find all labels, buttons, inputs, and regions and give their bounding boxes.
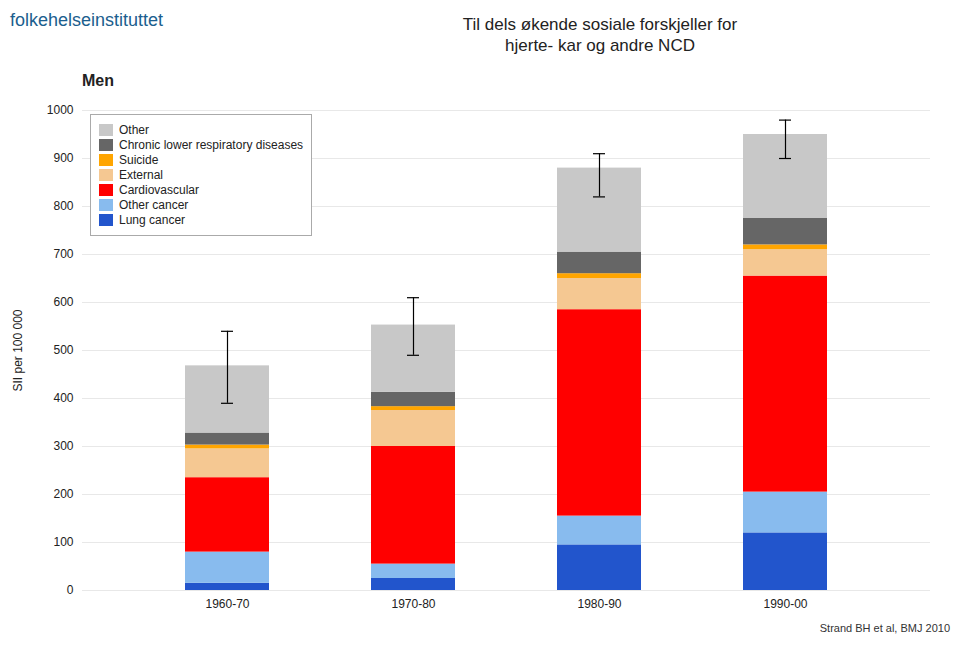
html-text:Suicide: Suicide (119, 153, 159, 167)
svg-text:100: 100 (53, 535, 73, 549)
html-text:Other: Other (119, 123, 149, 137)
html-text:folkehelseinstituttet: folkehelseinstituttet (10, 10, 164, 30)
svg-text:700: 700 (53, 247, 73, 261)
svg-text:1970-80: 1970-80 (391, 597, 435, 611)
svg-text:1980-90: 1980-90 (577, 597, 621, 611)
svg-text:1960-70: 1960-70 (205, 597, 249, 611)
html-text:External: External (119, 168, 163, 182)
html-text:Lung cancer: Lung cancer (119, 213, 185, 227)
html-text:Til dels økende sosiale forskj: Til dels økende sosiale forskjeller for … (462, 15, 738, 56)
svg-text:SII per 100 000: SII per 100 000 (11, 309, 25, 391)
html-text:Men: Men (82, 72, 114, 89)
svg-text:300: 300 (53, 439, 73, 453)
svg-text:1000: 1000 (47, 103, 74, 117)
svg-text:400: 400 (53, 391, 73, 405)
html-text:Chronic lower respiratory dise: Chronic lower respiratory diseases (119, 138, 304, 152)
html-text:Cardiovascular: Cardiovascular (119, 183, 199, 197)
svg-text:600: 600 (53, 295, 73, 309)
html-text:Strand BH et al, BMJ 2010: Strand BH et al, BMJ 2010 (819, 622, 950, 634)
svg-text:1990-00: 1990-00 (763, 597, 807, 611)
svg-text:0: 0 (67, 583, 74, 597)
svg-text:500: 500 (53, 343, 73, 357)
svg-text:800: 800 (53, 199, 73, 213)
svg-text:900: 900 (53, 151, 73, 165)
html-text:Other cancer: Other cancer (119, 198, 189, 212)
svg-text:200: 200 (53, 487, 73, 501)
